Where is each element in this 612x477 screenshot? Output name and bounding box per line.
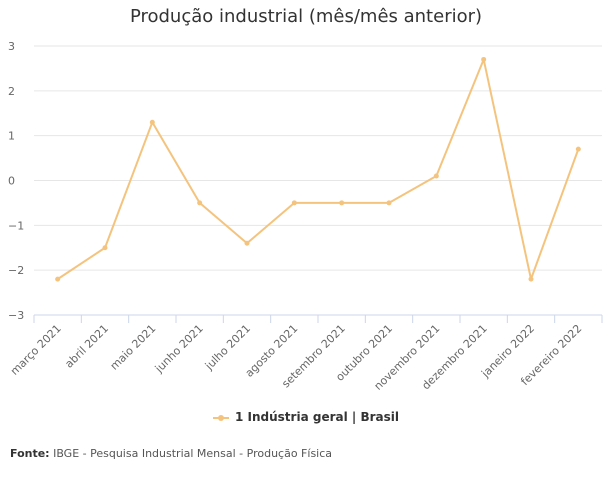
y-tick-label: 1 — [8, 130, 15, 143]
data-point[interactable] — [386, 200, 392, 206]
data-point[interactable] — [575, 146, 581, 152]
x-tick-label: julho 2021 — [202, 322, 253, 373]
data-point[interactable] — [528, 276, 534, 282]
chart-title: Produção industrial (mês/mês anterior) — [129, 6, 483, 27]
source-note: Fonte: IBGE - Pesquisa Industrial Mensal… — [10, 447, 332, 460]
y-axis-labels: 3 2 1 0 −1 −2 −3 — [8, 40, 24, 322]
y-tick-label: 2 — [8, 85, 15, 98]
y-tick-label: −3 — [8, 309, 24, 322]
x-tick-label: abril 2021 — [62, 322, 111, 371]
data-point[interactable] — [149, 119, 155, 125]
gridlines — [34, 45, 602, 271]
legend-line-icon — [213, 414, 229, 421]
x-tick-label: março 2021 — [8, 322, 64, 378]
series-layer — [55, 56, 581, 282]
y-tick-label: −2 — [8, 264, 24, 277]
data-point[interactable] — [55, 276, 61, 282]
y-tick-label: 3 — [8, 40, 15, 53]
data-point[interactable] — [197, 200, 203, 206]
data-point[interactable] — [339, 200, 345, 206]
x-tick-label: maio 2021 — [108, 322, 159, 373]
y-tick-label: −1 — [8, 219, 24, 232]
data-point[interactable] — [244, 240, 250, 246]
y-tick-label: 0 — [8, 175, 15, 188]
data-point[interactable] — [481, 56, 487, 62]
data-point[interactable] — [102, 245, 108, 251]
data-point[interactable] — [433, 173, 439, 179]
source-text: IBGE - Pesquisa Industrial Mensal - Prod… — [53, 447, 333, 460]
legend-label: 1 Indústria geral | Brasil — [235, 410, 399, 424]
legend[interactable]: 1 Indústria geral | Brasil — [0, 410, 612, 424]
x-tick-label: junho 2021 — [152, 322, 206, 376]
source-label: Fonte: — [10, 447, 50, 460]
x-axis — [33, 314, 603, 323]
data-point[interactable] — [291, 200, 297, 206]
series-line[interactable] — [57, 58, 580, 281]
